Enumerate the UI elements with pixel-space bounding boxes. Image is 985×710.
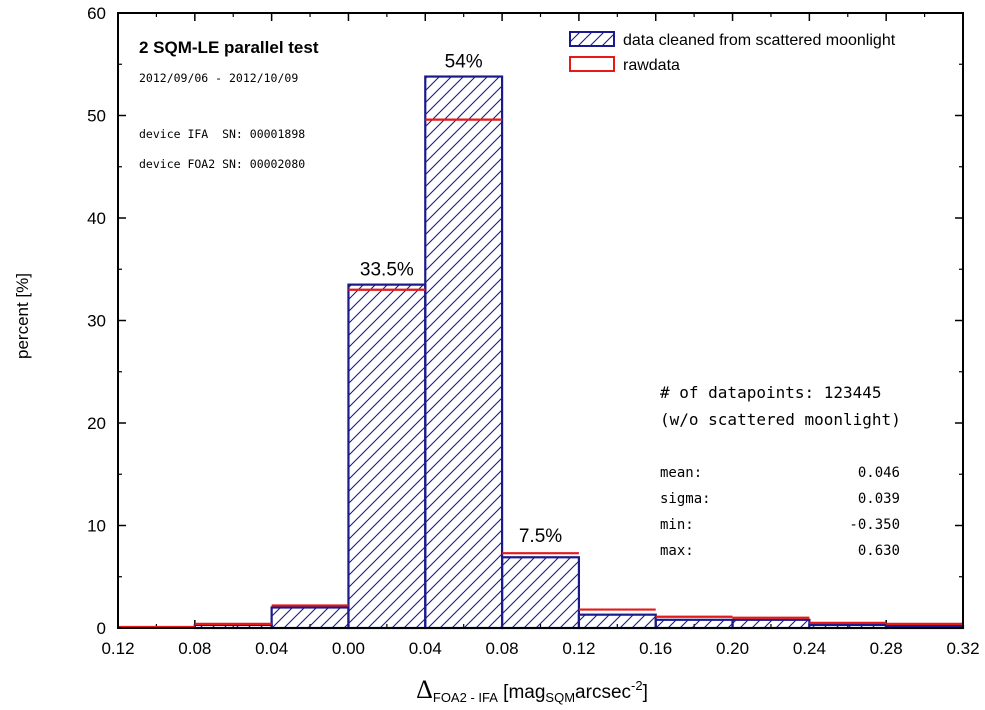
x-axis-label: ΔFOA2 - IFA [magSQMarcsec-2] [416, 675, 648, 705]
stats-sigma-value: 0.039 [858, 491, 900, 507]
date-range: 2012/09/06 - 2012/10/09 [139, 71, 298, 85]
bar-cleaned [424, 75, 504, 630]
y-tick-label: 10 [87, 517, 106, 536]
x-label-subscript: FOA2 - IFA [433, 690, 498, 705]
chart-title: 2 SQM-LE parallel test [139, 38, 319, 57]
bar-labels: 33.5% 54% 7.5% [360, 52, 562, 548]
x-tick-label: 0.20 [716, 639, 749, 658]
bar-value-label: 33.5% [360, 260, 414, 281]
stats-mean-value: 0.046 [858, 465, 900, 481]
legend-swatch-cleaned [569, 31, 615, 47]
x-label-sqm: SQM [545, 690, 575, 705]
stats-min-label: min: [660, 517, 694, 533]
legend: data cleaned from scattered moonlight ra… [569, 31, 896, 74]
y-tick-label: 60 [87, 4, 106, 23]
stats-mean-label: mean: [660, 465, 702, 481]
stats-note: (w/o scattered moonlight) [660, 410, 901, 429]
bar-cleaned [270, 606, 350, 630]
y-tick-label: 40 [87, 209, 106, 228]
x-tick-label: 0.16 [639, 639, 672, 658]
x-label-arcsec: arcsec [575, 682, 631, 703]
stats-max-value: 0.630 [858, 543, 900, 559]
stats-sigma-label: sigma: [660, 491, 711, 507]
x-label-exponent: -2 [631, 678, 643, 693]
x-label-delta: Δ [416, 675, 433, 704]
y-tick-label: 30 [87, 312, 106, 331]
device-foa2: device FOA2 SN: 00002080 [139, 157, 305, 171]
device-ifa: device IFA SN: 00001898 [139, 127, 305, 141]
rawdata-layer [118, 118, 963, 629]
y-tick-label: 0 [97, 619, 106, 638]
x-tick-label: 0.04 [255, 639, 288, 658]
plot-frame [117, 12, 964, 629]
legend-swatch-rawdata [569, 56, 615, 72]
x-tick-label: 0.04 [409, 639, 442, 658]
x-tick-label: 0.12 [101, 639, 134, 658]
stats-block: # of datapoints: 123445 (w/o scattered m… [660, 383, 901, 559]
bars-layer [193, 75, 965, 630]
x-tick-label: 0.32 [946, 639, 979, 658]
bar-cleaned [347, 283, 427, 630]
legend-label-rawdata: rawdata [623, 57, 680, 74]
bar-cleaned [654, 618, 734, 630]
x-tick-label: 0.24 [793, 639, 826, 658]
bar-cleaned [577, 613, 657, 630]
x-tick-label: 0.28 [870, 639, 903, 658]
x-tick-label: 0.08 [486, 639, 519, 658]
bar-value-label: 7.5% [519, 526, 562, 547]
bar-value-label: 54% [445, 52, 483, 73]
y-axis-label: percent [%] [13, 273, 32, 359]
axis-ticks: 0 10 20 30 40 50 60 0.12 0.08 0.04 0.00 0.04 0.08 0.1… [87, 4, 979, 658]
bar-cleaned [731, 618, 811, 630]
y-tick-label: 20 [87, 414, 106, 433]
x-label-close: ] [643, 682, 648, 703]
x-label-open: [mag [498, 682, 546, 703]
x-tick-label: 0.12 [562, 639, 595, 658]
stats-datapoints: # of datapoints: 123445 [660, 383, 882, 402]
stats-min-value: -0.350 [849, 517, 900, 533]
x-tick-label: 0.00 [332, 639, 365, 658]
x-tick-label: 0.08 [178, 639, 211, 658]
stats-max-label: max: [660, 543, 694, 559]
y-tick-label: 50 [87, 107, 106, 126]
bar-cleaned [500, 556, 581, 630]
legend-label-cleaned: data cleaned from scattered moonlight [623, 32, 896, 49]
